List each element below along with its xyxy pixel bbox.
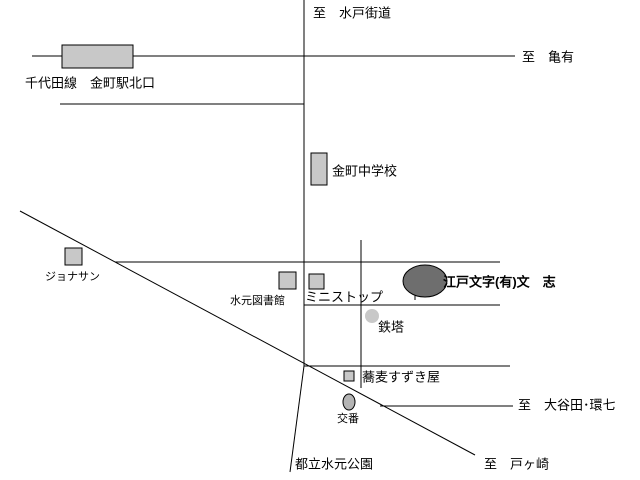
station: [61, 44, 134, 69]
label: 至 亀有: [522, 49, 574, 64]
label: 都立水元公園: [295, 456, 373, 471]
tower-marker: [365, 309, 379, 323]
label: 至 水戸街道: [313, 5, 391, 20]
label: 至 大谷田･環七: [518, 397, 616, 412]
restaurant-marker: [343, 370, 355, 382]
library-marker: [278, 271, 297, 290]
label: 鉄塔: [378, 319, 404, 334]
road: [289, 365, 305, 473]
label: 至 戸ヶ崎: [484, 456, 549, 471]
label: ジョナサン: [45, 270, 100, 283]
restaurant-marker: [64, 247, 83, 266]
road: [19, 210, 476, 456]
label: 千代田線 金町駅北口: [25, 75, 155, 90]
shop-marker: [402, 264, 448, 298]
police-box-marker: [342, 393, 356, 411]
label: 金町中学校: [332, 163, 397, 178]
label: 交番: [337, 411, 359, 425]
school: [310, 152, 328, 186]
store-marker: [308, 273, 325, 290]
label: ミニストップ: [305, 289, 383, 304]
label: 江戸文字(有)文 志: [443, 274, 556, 289]
label: 水元図書館: [230, 293, 285, 307]
label: 蕎麦すずき屋: [362, 369, 440, 384]
